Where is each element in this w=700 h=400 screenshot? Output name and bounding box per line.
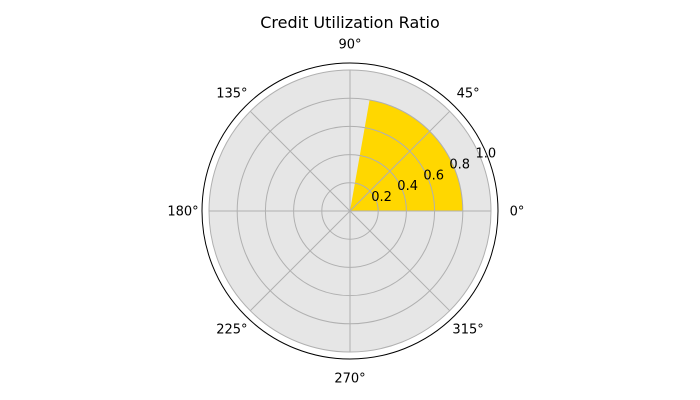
angle-tick-label-45: 45° <box>457 86 480 101</box>
angle-tick-label-180: 180° <box>167 205 198 220</box>
polar-frame <box>201 62 499 360</box>
angle-tick-label-135: 135° <box>216 86 247 101</box>
angle-tick-label-0: 0° <box>510 205 525 220</box>
angular-gridline-315 <box>349 210 451 312</box>
angular-gridline-225 <box>249 210 351 312</box>
angle-tick-label-315: 315° <box>452 323 483 338</box>
chart-title: Credit Utilization Ratio <box>260 13 440 32</box>
angle-tick-label-270: 270° <box>334 372 365 387</box>
radial-tick-label-2: 0.4 <box>397 179 418 194</box>
radial-tick-label-4: 0.8 <box>449 158 470 173</box>
plot-area: 0° 45° 90° 135° 180° 225° 270° 315° 0.2 0.4 0.6 0.8… <box>167 38 524 387</box>
angular-gridline-45 <box>349 110 451 212</box>
radial-tick-label-5: 1.0 <box>475 147 496 162</box>
angle-tick-label-90: 90° <box>338 38 361 53</box>
angle-tick-label-225: 225° <box>216 323 247 338</box>
radial-tick-label-1: 0.2 <box>371 190 392 205</box>
radial-tick-label-3: 0.6 <box>423 168 444 183</box>
angular-gridline-135 <box>249 110 351 212</box>
